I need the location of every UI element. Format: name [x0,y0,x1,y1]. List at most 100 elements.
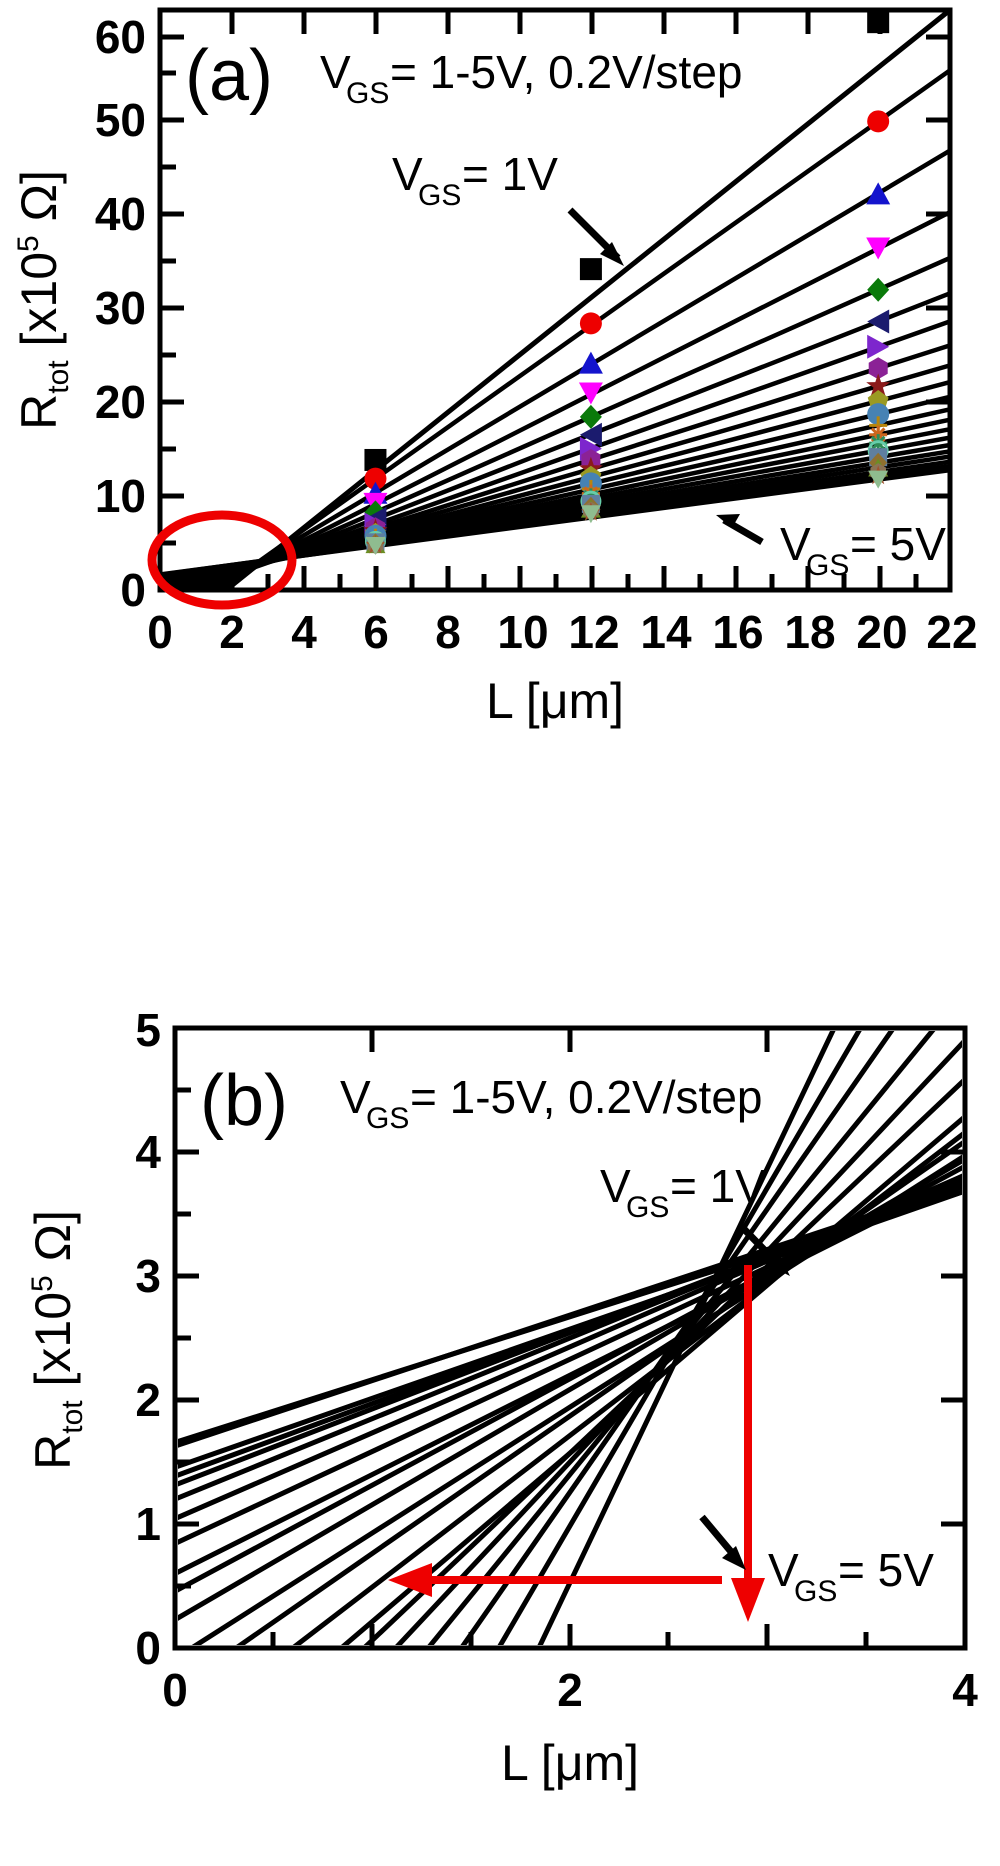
data-marker [866,182,891,205]
data-marker [579,422,602,447]
data-marker [867,277,890,302]
panel-b-y-ticklabel-0: 0 [135,1622,161,1674]
data-marker [867,403,890,426]
panel-b-label: (b) [200,1061,288,1141]
panel-b-annot-1v-sub: GS [626,1191,669,1224]
panel-b-x-ticklabel-0: 0 [162,1664,188,1716]
panel-b-data-curves [178,1031,962,1645]
x-ticklabel-20: 20 [856,606,907,658]
curve-line [178,1175,962,1575]
panel-b-annot-5v-sub: GS [794,1575,837,1608]
panel-b-arrow-head-1v [766,1252,790,1276]
x-ticklabel-2: 2 [219,606,245,658]
x-ticklabel-4: 4 [291,606,317,658]
panel-b-header: (b) V GS = 1-5V, 0.2V/step [200,1061,763,1141]
panel-b-annot-1v-symbol: V [600,1160,631,1212]
x-ticklabel-10: 10 [497,606,548,658]
panel-a-y-ticklabels: 0 10 20 30 40 50 60 [95,11,146,616]
panel-a-ylabel-tail: Ω] [11,170,67,235]
data-marker [867,309,890,334]
data-marker [868,357,888,380]
panel-b-condition-text: = 1-5V, 0.2V/step [410,1071,763,1123]
panel-b-xlabel-unit: μm] [555,1735,639,1791]
panel-b-y-ticklabels: 0 1 2 3 4 5 [135,1004,161,1674]
panel-a-ylabel-r: R [11,394,67,430]
panel-b-y-ticklabel-3: 3 [135,1250,161,1302]
svg-text:L [μm]: L [μm] [501,1735,639,1791]
panel-b-annot-1v-text: = 1V [670,1160,766,1212]
panel-b-annotation-vgs-1v: V GS = 1V [600,1160,790,1276]
panel-b-ylabel-tail: Ω] [25,1210,81,1275]
data-marker [364,467,387,490]
x-ticklabel-16: 16 [712,606,763,658]
data-marker [579,258,602,281]
arrow-head-vgs-1v [600,242,624,266]
red-horizontal-arrow [388,1563,722,1597]
panel-b-svg: V GS = 1V V GS = 5V (b) V GS = 1-5V, 0.2… [25,1004,978,1791]
panel-b-ylabel-sub: tot [56,1400,89,1434]
red-ellipse-highlight [147,510,297,610]
panel-a-ylabel-exp: 5 [12,235,45,252]
x-ticklabel-18: 18 [784,606,835,658]
data-marker [364,448,387,471]
y-ticklabel-30: 30 [95,282,146,334]
curve-line [427,1031,936,1645]
curve-line [497,1031,862,1645]
panel-b-xlabel: L [μm] [501,1735,639,1791]
panel-b: V GS = 1V V GS = 5V (b) V GS = 1-5V, 0.2… [0,900,1000,1866]
data-marker [365,537,386,556]
data-marker [868,470,889,489]
curve-line [537,1031,836,1645]
data-marker [578,351,603,374]
panel-a-condition-text: = 1-5V, 0.2V/step [390,46,743,98]
panel-a-ylabel: Rtot [x105 Ω] [11,170,75,430]
annotation-vgs-1v-sub: GS [418,179,461,212]
data-marker [580,505,601,524]
data-marker [866,237,891,260]
panel-a-data-markers [363,11,891,556]
panel-a-condition-sub: GS [346,77,389,110]
panel-a-xlabel-unit: μm] [540,673,624,729]
data-marker [579,312,602,335]
curve-line [340,1115,962,1645]
svg-text:Rtot [x105 Ω]: Rtot [x105 Ω] [25,1210,89,1470]
curve-line [224,8,952,592]
curve-line [178,1189,962,1445]
panel-b-ylabel-exp: 5 [26,1275,59,1292]
panel-b-y-ticklabel-5: 5 [135,1004,161,1056]
data-marker [867,334,890,359]
annotation-vgs-5v: V GS = 5V [716,514,946,582]
panel-a-xlabel: L [μm] [486,673,624,729]
panel-b-x-ticklabel-4: 4 [952,1664,978,1716]
panel-a-svg: V GS = 1V V GS = 5V (a) V GS = 1-5V, 0.2… [11,7,978,729]
annotation-vgs-5v-symbol: V [780,518,811,570]
panel-b-y-ticklabel-1: 1 [135,1498,161,1550]
panel-b-y-ticklabel-4: 4 [135,1126,161,1178]
arrow-head-vgs-5v [716,514,740,528]
panel-a-xlabel-main: L [ [486,673,540,729]
panel-b-y-ticklabel-2: 2 [135,1374,161,1426]
y-ticklabel-20: 20 [95,376,146,428]
panel-a-condition-symbol: V [320,46,351,98]
data-marker [579,404,602,429]
panel-a-ylabel-sub: tot [42,360,75,394]
data-marker [867,110,890,133]
x-ticklabel-8: 8 [435,606,461,658]
curve-line [199,255,951,593]
annotation-vgs-1v-text: = 1V [462,148,558,200]
annotation-vgs-5v-text: = 5V [850,518,946,570]
panel-b-x-ticklabel-2: 2 [557,1664,583,1716]
curve-line [193,291,951,593]
red-vertical-arrow [731,1265,765,1622]
panel-b-annot-5v-symbol: V [768,1544,799,1596]
panel-a-header: (a) V GS = 1-5V, 0.2V/step [185,36,743,116]
x-ticklabel-14: 14 [640,606,692,658]
panel-a: V GS = 1V V GS = 5V (a) V GS = 1-5V, 0.2… [0,0,1000,760]
curve-line [178,1189,962,1469]
y-ticklabel-40: 40 [95,188,146,240]
panel-b-ylabel-rest: [x10 [25,1292,81,1400]
x-ticklabel-6: 6 [363,606,389,658]
annotation-vgs-1v-symbol: V [392,148,423,200]
panel-a-ylabel-rest: [x10 [11,252,67,360]
panel-b-arrow-head-5v [722,1546,746,1570]
